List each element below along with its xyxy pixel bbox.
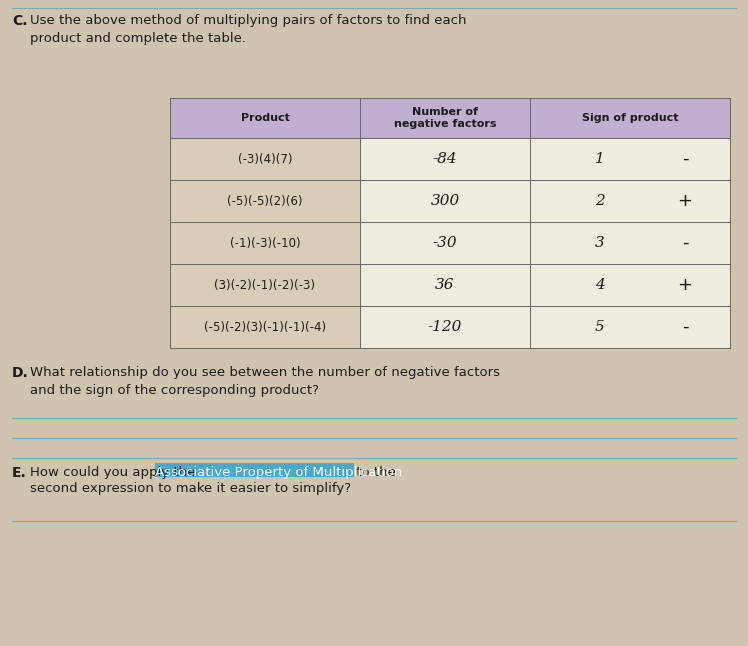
Bar [170, 264, 360, 306]
Bar [360, 306, 730, 348]
Bar [360, 180, 730, 222]
Text: 3: 3 [595, 236, 605, 250]
Text: second expression to make it easier to simplify?: second expression to make it easier to s… [30, 482, 351, 495]
Text: What relationship do you see between the number of negative factors
and the sign: What relationship do you see between the… [30, 366, 500, 397]
Text: 5: 5 [595, 320, 605, 334]
Text: Associative Property of Multiplication: Associative Property of Multiplication [155, 466, 402, 479]
Text: C.: C. [12, 14, 28, 28]
Text: 1: 1 [595, 152, 605, 166]
Text: +: + [678, 276, 693, 294]
Text: -30: -30 [432, 236, 457, 250]
Bar [170, 138, 360, 180]
Bar [170, 98, 730, 138]
Text: +: + [678, 192, 693, 210]
Bar [170, 306, 360, 348]
Text: to the: to the [352, 466, 396, 479]
Bar [170, 222, 360, 264]
Text: 4: 4 [595, 278, 605, 292]
Text: D.: D. [12, 366, 28, 380]
Bar [360, 138, 730, 180]
Text: 300: 300 [430, 194, 459, 208]
Text: (-5)(-5)(2)(6): (-5)(-5)(2)(6) [227, 194, 303, 207]
Text: Use the above method of multiplying pairs of factors to find each
product and co: Use the above method of multiplying pair… [30, 14, 467, 45]
Text: (-1)(-3)(-10): (-1)(-3)(-10) [230, 236, 300, 249]
Text: 2: 2 [595, 194, 605, 208]
Bar [170, 180, 360, 222]
Text: E.: E. [12, 466, 27, 480]
Text: -84: -84 [432, 152, 457, 166]
Bar [360, 264, 730, 306]
Text: (-5)(-2)(3)(-1)(-1)(-4): (-5)(-2)(3)(-1)(-1)(-4) [204, 320, 326, 333]
Text: -: - [681, 318, 688, 336]
Text: -: - [681, 150, 688, 168]
Bar [360, 222, 730, 264]
Text: (-3)(4)(7): (-3)(4)(7) [238, 152, 292, 165]
Text: -120: -120 [428, 320, 462, 334]
Text: (3)(-2)(-1)(-2)(-3): (3)(-2)(-1)(-2)(-3) [215, 278, 316, 291]
Text: Product: Product [241, 113, 289, 123]
Text: How could you apply the: How could you apply the [30, 466, 200, 479]
Text: -: - [681, 234, 688, 252]
Text: 36: 36 [435, 278, 455, 292]
Bar [155, 463, 355, 477]
Text: Number of
negative factors: Number of negative factors [393, 107, 496, 129]
Text: Sign of product: Sign of product [582, 113, 678, 123]
